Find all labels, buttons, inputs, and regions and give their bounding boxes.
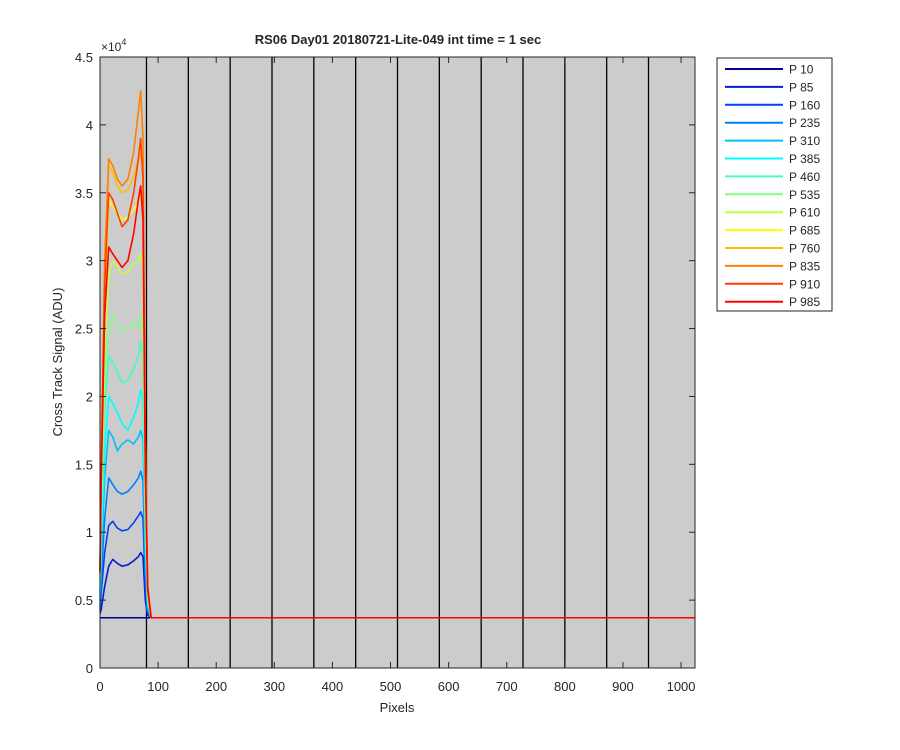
y-tick-label: 1 <box>86 525 93 540</box>
legend-entry: P 160 <box>789 98 820 112</box>
legend-entry: P 10 <box>789 63 814 77</box>
x-tick-label: 300 <box>263 679 285 694</box>
y-tick-label: 0.5 <box>75 593 93 608</box>
chart-title: RS06 Day01 20180721-Lite-049 int time = … <box>255 32 542 47</box>
y-tick-label: 0 <box>86 661 93 676</box>
legend-entry: P 985 <box>789 295 820 309</box>
series-line-p-985 <box>99 185 695 619</box>
x-tick-label: 800 <box>554 679 576 694</box>
x-tick-label: 900 <box>612 679 634 694</box>
y-tick-label: 4 <box>86 118 93 133</box>
x-tick-label: 100 <box>147 679 169 694</box>
y-tick-label: 1.5 <box>75 457 93 472</box>
legend-entry: P 85 <box>789 80 814 94</box>
x-tick-label: 200 <box>205 679 227 694</box>
x-tick-label: 500 <box>380 679 402 694</box>
y-tick-label: 2 <box>86 389 93 404</box>
legend-entry: P 760 <box>789 242 820 256</box>
legend-entry: P 385 <box>789 152 820 166</box>
legend-entry: P 460 <box>789 170 820 184</box>
y-exponent-label: ×104 <box>101 37 126 54</box>
x-axis-label: Pixels <box>380 700 415 715</box>
legend-entry: P 535 <box>789 188 820 202</box>
y-tick-label: 2.5 <box>75 322 93 337</box>
x-tick-label: 400 <box>322 679 344 694</box>
x-tick-label: 700 <box>496 679 518 694</box>
legend: P 10 P 85 P 160 P 235 P 310 P 385 P 460 P 535 P … <box>716 57 833 312</box>
x-tick-label: 1000 <box>667 679 696 694</box>
plot-frame <box>99 56 696 669</box>
x-tick-label: 600 <box>438 679 460 694</box>
legend-entry: P 610 <box>789 206 820 220</box>
x-tick-label: 0 <box>96 679 103 694</box>
y-exponent: 4 <box>121 37 126 47</box>
legend-entry: P 235 <box>789 116 820 130</box>
y-axis: 0 0.5 1 1.5 2 2.5 3 3.5 4 4.5 <box>75 50 695 676</box>
series-lines <box>99 90 695 619</box>
y-tick-label: 3 <box>86 254 93 269</box>
legend-entry: P 685 <box>789 224 820 238</box>
x-axis: 0 100 200 300 400 500 600 700 800 900 1000 <box>96 57 696 694</box>
legend-entry: P 910 <box>789 277 820 291</box>
y-tick-label: 3.5 <box>75 186 93 201</box>
y-tick-label: 4.5 <box>75 50 93 65</box>
legend-entry: P 835 <box>789 259 820 273</box>
legend-entry: P 310 <box>789 134 820 148</box>
legend-box <box>716 57 833 312</box>
y-axis-label: Cross Track Signal (ADU) <box>50 288 65 437</box>
segment-boundaries <box>145 57 650 668</box>
